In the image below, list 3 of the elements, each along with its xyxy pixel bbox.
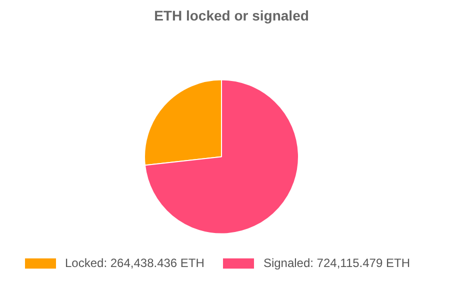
legend-label: Signaled: 724,115.479 ETH	[263, 256, 410, 270]
chart-title: ETH locked or signaled	[154, 8, 309, 24]
legend-label: Locked: 264,438.436 ETH	[65, 256, 204, 270]
